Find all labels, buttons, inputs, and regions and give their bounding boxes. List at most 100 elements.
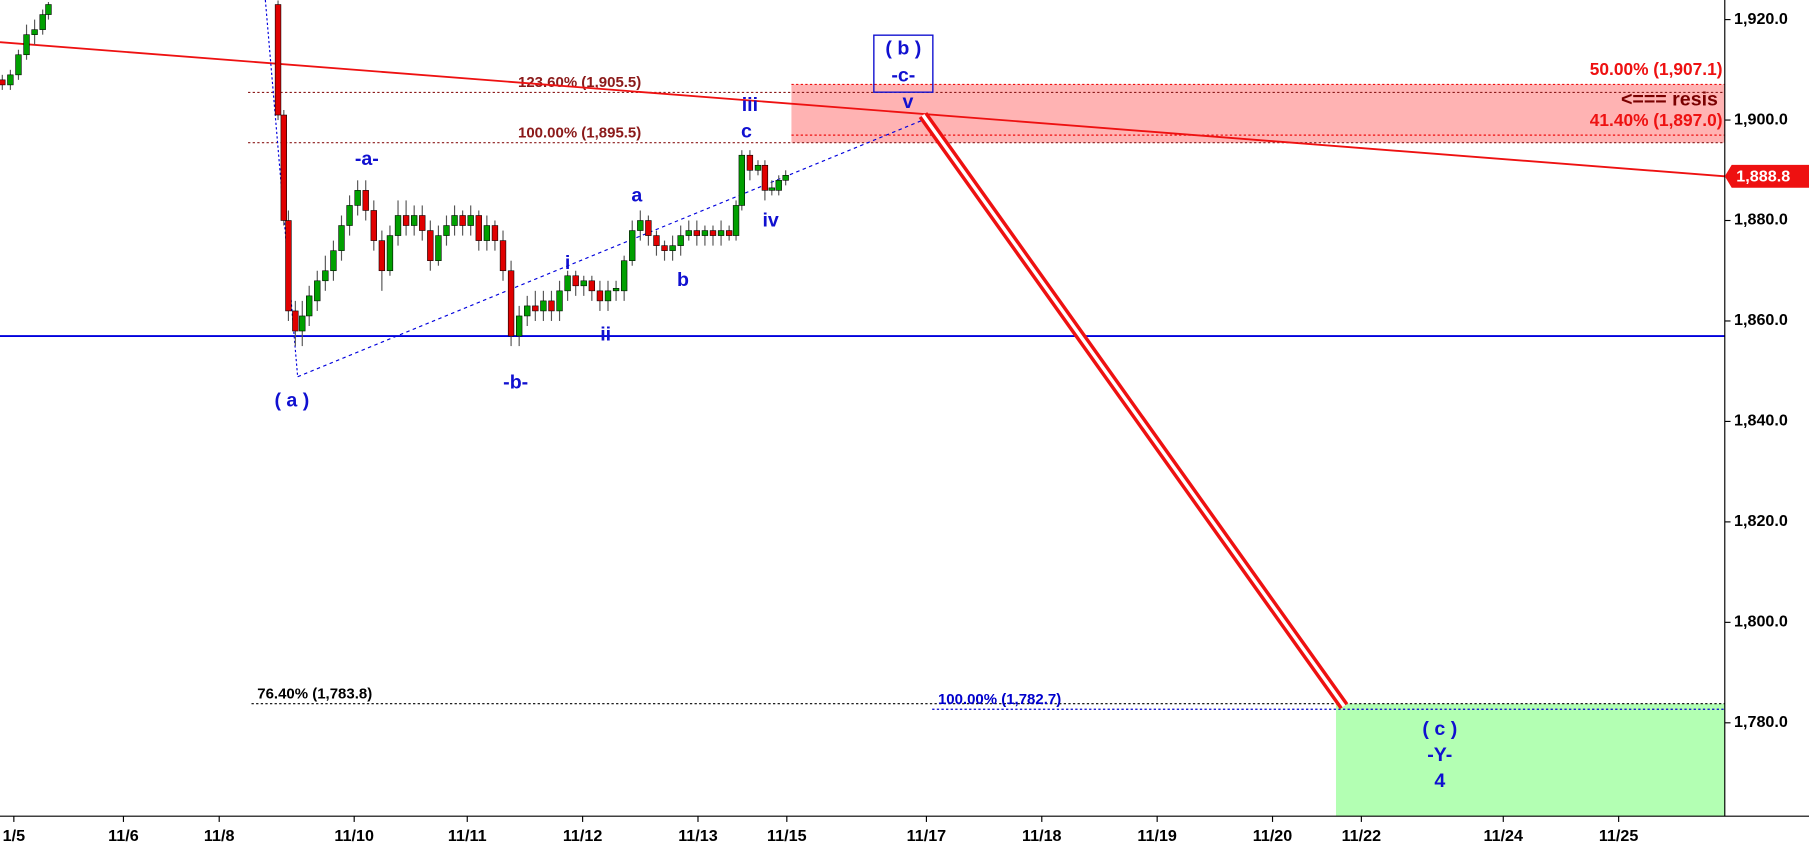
wave-label: i [565, 252, 570, 274]
candle-body [292, 310, 299, 332]
candle-body [31, 29, 38, 35]
candle-body [459, 215, 466, 226]
candle-body [491, 225, 499, 241]
candle-body [709, 230, 717, 236]
x-tick-label: 11/13 [678, 827, 718, 845]
candle-body [394, 215, 402, 236]
candle-body [354, 190, 361, 206]
x-tick-label: 11/15 [767, 827, 807, 845]
level-label: 50.00% (1,907.1) [1590, 59, 1723, 79]
wave-label: ii [600, 324, 611, 346]
candle-body [540, 300, 547, 312]
candle-body [370, 210, 377, 241]
x-tick-label: 11/24 [1484, 827, 1524, 845]
candle-body [280, 114, 287, 221]
wave-label: iii [742, 94, 758, 116]
candle-body [629, 230, 636, 261]
x-tick-label: 11/11 [448, 827, 487, 845]
y-tick-label: 1,920.0 [1734, 10, 1788, 28]
trend-line [0, 41, 1725, 178]
candle-body [746, 154, 754, 171]
wave-label: ( c ) [1422, 718, 1457, 740]
candle-body [701, 230, 709, 236]
wave-label: 4 [1434, 770, 1445, 792]
wave-label: -Y- [1427, 744, 1452, 766]
x-tick-label: 11/19 [1137, 827, 1177, 845]
candle-body [693, 230, 701, 236]
wave-label: -c- [891, 65, 915, 87]
candle-body [7, 74, 14, 86]
wave-label: -b- [503, 371, 528, 393]
wave-label: a [631, 185, 642, 207]
candle-body [653, 235, 660, 246]
candle-body [322, 270, 329, 282]
candle-body [23, 34, 30, 56]
y-tick-label: 1,860.0 [1734, 311, 1788, 329]
candle-body [515, 315, 523, 337]
candle-body [411, 215, 418, 226]
candle-body [451, 215, 458, 226]
candle-body [645, 220, 652, 236]
candle-body [768, 187, 775, 191]
candle-body [612, 288, 620, 292]
level-label: 123.60% (1,905.5) [518, 75, 641, 91]
candle-body [677, 235, 684, 246]
candle-body [386, 235, 394, 272]
wave-label: ( a ) [274, 390, 309, 412]
x-tick-label: 11/10 [334, 827, 374, 845]
zone [1335, 703, 1725, 817]
candle-body [435, 235, 442, 261]
label-box [873, 34, 934, 93]
candle-body [378, 240, 386, 272]
level-label: 41.40% (1,897.0) [1590, 110, 1723, 130]
candle-body [15, 54, 22, 76]
level-label: 100.00% (1,895.5) [518, 126, 641, 142]
candle-body [467, 215, 474, 226]
x-tick-label: 11/20 [1253, 827, 1293, 845]
wave-label: c [741, 121, 752, 143]
candle-body [661, 245, 668, 251]
trend-line [297, 119, 924, 378]
candle-body [572, 275, 579, 287]
level-label: 76.40% (1,783.8) [257, 687, 372, 703]
candle-body [419, 215, 426, 231]
x-tick-label: 1/5 [3, 827, 26, 845]
x-tick-label: 11/8 [204, 827, 235, 845]
candle-body [725, 230, 733, 236]
candle-body [306, 295, 313, 317]
candle-body [0, 79, 6, 86]
candle-body [782, 175, 789, 181]
wave-label: v [903, 91, 914, 113]
candle-body [299, 315, 306, 332]
level-label: 100.00% (1,782.7) [938, 692, 1061, 708]
y-tick-label: 1,880.0 [1734, 211, 1788, 229]
candle-body [754, 164, 762, 171]
candle-body [620, 260, 628, 292]
candle-body [685, 230, 692, 236]
y-tick-label: 1,780.0 [1734, 713, 1788, 731]
candle-body [507, 270, 515, 337]
x-tick-label: 11/22 [1342, 827, 1382, 845]
candle-body [556, 290, 563, 312]
x-tick-label: 11/12 [563, 827, 603, 845]
candle-body [427, 230, 434, 261]
x-tick-label: 11/18 [1022, 827, 1062, 845]
candle-body [402, 215, 410, 226]
candle-body [532, 305, 539, 312]
projection-line-inner [921, 114, 1346, 708]
x-tick-label: 11/25 [1599, 827, 1639, 845]
candle-body [604, 290, 612, 302]
x-tick-label: 11/6 [108, 827, 139, 845]
candle-body [669, 245, 676, 251]
candle-body [475, 215, 482, 241]
y-tick-label: 1,800.0 [1734, 613, 1788, 631]
wave-label: <=== resis [1621, 89, 1718, 111]
price-tag [1724, 164, 1809, 188]
wave-label: iv [762, 210, 779, 232]
wave-label: ( b ) [885, 37, 921, 59]
candle-body [330, 250, 337, 272]
candle-body [717, 230, 725, 236]
zone [791, 84, 1725, 143]
candle-body [564, 275, 571, 292]
